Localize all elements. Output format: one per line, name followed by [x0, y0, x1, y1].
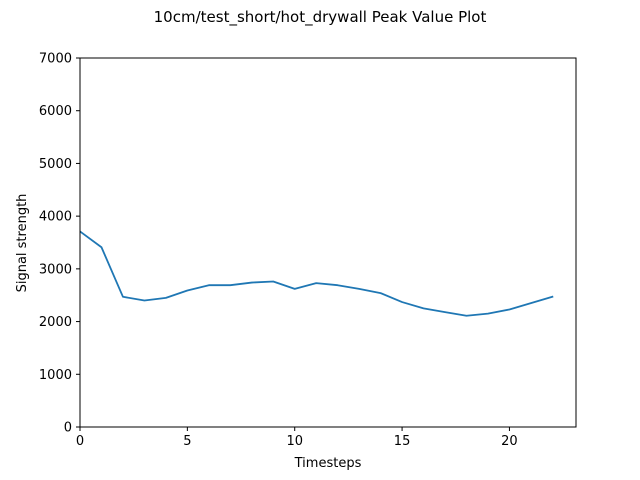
y-axis-label: Signal strength	[15, 194, 30, 293]
y-tick-label: 6000	[39, 104, 72, 119]
y-tick-label: 3000	[39, 262, 72, 277]
chart-title: 10cm/test_short/hot_drywall Peak Value P…	[154, 8, 487, 27]
x-tick-label: 10	[286, 434, 303, 449]
x-axis-label: Timesteps	[294, 456, 362, 471]
x-tick-label: 20	[501, 434, 518, 449]
y-tick-label: 1000	[39, 368, 72, 383]
axis-ticks: 0 5 10 15 20 0 1000 2000 3000 4000 5000 6000 7000	[39, 52, 518, 450]
y-tick-label: 5000	[39, 157, 72, 172]
y-tick-label: 7000	[39, 52, 72, 67]
x-tick-label: 0	[76, 434, 84, 449]
series-line-0	[80, 230, 554, 317]
plot-frame	[79, 57, 577, 428]
x-tick-label: 15	[394, 434, 411, 449]
x-tick-label: 5	[183, 434, 191, 449]
y-tick-label: 4000	[39, 210, 72, 225]
plot-area	[79, 57, 577, 428]
y-tick-label: 2000	[39, 315, 72, 330]
y-tick-label: 0	[64, 421, 72, 436]
